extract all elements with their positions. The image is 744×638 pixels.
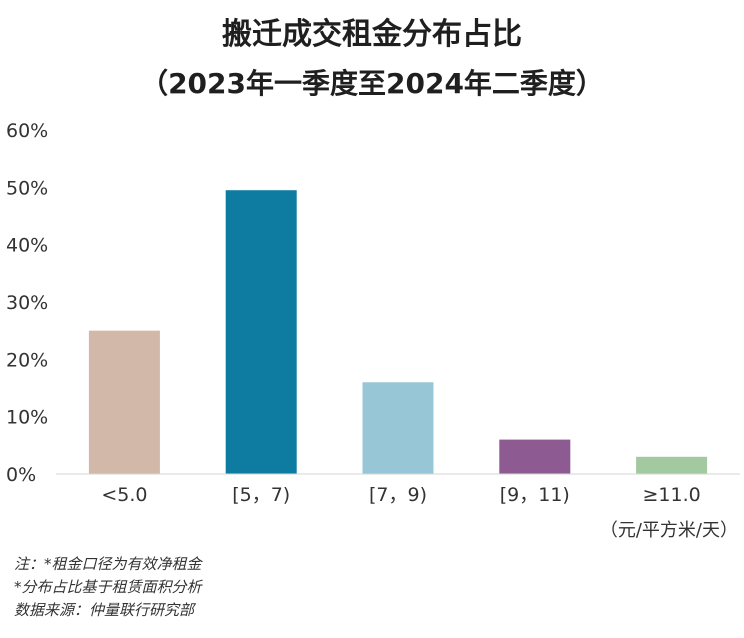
- footnotes: 注：*租金口径为有效净租金 *分布占比基于租赁面积分析 数据来源：仲量联行研究部: [14, 555, 204, 619]
- bar: [499, 439, 571, 474]
- bar: [636, 456, 708, 474]
- chart-subtitle: （2023年一季度至2024年二季度）: [140, 67, 604, 100]
- bar: [225, 190, 297, 474]
- y-tick-label: 10%: [6, 407, 48, 429]
- x-tick-label: [9，11): [500, 484, 570, 506]
- y-tick-label: 20%: [6, 349, 48, 371]
- y-tick-label: 30%: [6, 292, 48, 314]
- y-axis: 0% 10% 20% 30% 40% 50% 60%: [6, 120, 48, 486]
- x-axis: <5.0 [5，7) [7，9) [9，11) ≥11.0: [101, 484, 700, 506]
- y-tick-label: 40%: [6, 235, 48, 257]
- note-area-basis: *分布占比基于租赁面积分析: [14, 578, 204, 596]
- bar-series: [88, 190, 708, 474]
- y-tick-label: 60%: [6, 120, 48, 142]
- y-tick-label: 50%: [6, 177, 48, 199]
- x-tick-label: [7，9): [369, 484, 427, 506]
- x-axis-unit: （元/平方米/天）: [600, 520, 738, 541]
- x-tick-label: <5.0: [101, 484, 147, 506]
- bar: [88, 330, 160, 474]
- note-source: 数据来源：仲量联行研究部: [14, 601, 197, 619]
- x-tick-label: ≥11.0: [642, 484, 700, 506]
- y-tick-label: 0%: [6, 464, 36, 486]
- bar: [362, 382, 434, 474]
- x-tick-label: [5，7): [232, 484, 290, 506]
- note-rent-basis: 注：*租金口径为有效净租金: [14, 555, 204, 573]
- chart-title: 搬迁成交租金分布占比: [222, 17, 522, 52]
